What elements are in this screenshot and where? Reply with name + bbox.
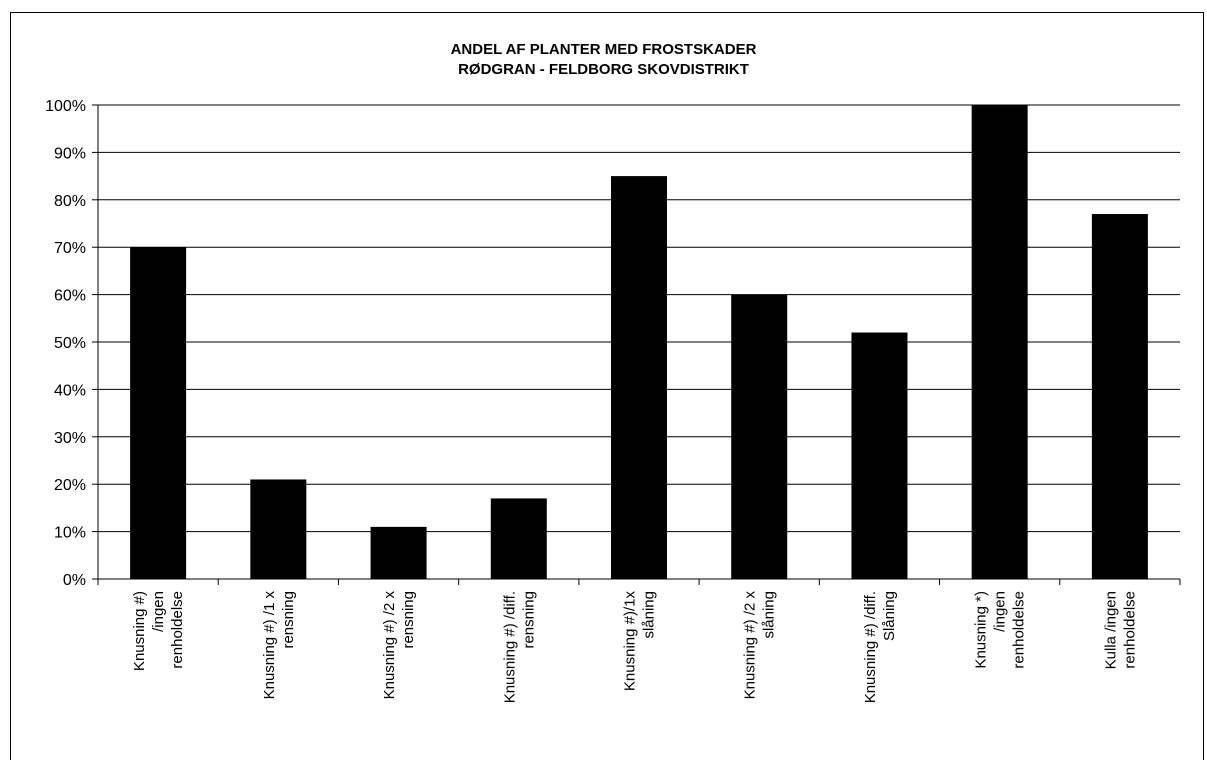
x-tick-label-line: Knusning #)/1x [622, 591, 639, 692]
x-tick-label-line: rensning [400, 591, 417, 649]
bar [611, 176, 667, 579]
chart-title: ANDEL AF PLANTER MED FROSTSKADER RØDGRAN… [0, 40, 1207, 80]
bar [130, 247, 187, 579]
x-tick-label-line: Knusning #) [131, 591, 148, 671]
x-tick-label-line: renholdelse [169, 591, 186, 669]
y-tick-label: 60% [54, 288, 86, 305]
y-tick-label: 50% [54, 335, 86, 352]
x-tick-label-line: Knusning #) /diff. [501, 591, 518, 703]
y-tick-label: 20% [54, 477, 86, 494]
y-tick-label: 0% [63, 572, 86, 589]
y-tick-label: 10% [54, 525, 86, 542]
x-tick-label: Knusning *)/ingen renholdelse [973, 591, 1028, 669]
x-tick-label-line: /ingen [992, 591, 1009, 632]
chart-title-line-2: RØDGRAN - FELDBORG SKOVDISTRIKT [458, 61, 749, 78]
x-tick-label-line: /ingen [150, 591, 167, 632]
y-tick-label: 40% [54, 382, 86, 399]
bar [731, 294, 788, 579]
bar [490, 498, 547, 579]
y-tick-label: 80% [54, 193, 86, 210]
bar [250, 479, 307, 579]
x-tick-label: Kulla /ingen renholdelse [1102, 591, 1138, 669]
y-tick-label: 100% [45, 98, 86, 115]
x-tick-label: Knusning #)/1x slåning [622, 591, 658, 692]
x-tick-label-line: Knusning #) /2 x [742, 591, 759, 700]
x-tick-label-line: Knusning #) /diff. [862, 591, 879, 703]
x-tick-label-line: renholdelse [1011, 591, 1028, 669]
x-tick-label: Knusning #) /diff. rensning [501, 591, 537, 703]
x-tick-label: Knusning #) /2 x slåning [742, 591, 778, 700]
x-tick-label: Knusning #) /1 x rensning [261, 591, 297, 700]
x-tick-label: Knusning #) /diff. Slåning [862, 591, 898, 703]
chart-title-line-1: ANDEL AF PLANTER MED FROSTSKADER [450, 41, 757, 58]
bar [971, 105, 1028, 579]
x-tick-label: Knusning #) /2 x rensning [381, 591, 417, 700]
x-tick-label-line: rensning [280, 591, 297, 649]
y-tick-label: 30% [54, 430, 86, 447]
x-tick-label-line: slåning [641, 591, 658, 639]
x-tick-label: Knusning #)/ingen renholdelse [131, 591, 186, 671]
x-tick-label-line: Knusning #) /2 x [381, 591, 398, 700]
bar [851, 332, 908, 579]
bar [1091, 214, 1148, 579]
chart-frame [10, 12, 1204, 760]
y-tick-label: 90% [54, 145, 86, 162]
x-tick-label-line: Slåning [881, 591, 898, 641]
y-tick-label: 70% [54, 240, 86, 257]
x-tick-label-line: Knusning #) /1 x [261, 591, 278, 700]
x-tick-label-line: renholdelse [1121, 591, 1138, 669]
x-tick-label-line: Kulla /ingen [1102, 591, 1119, 669]
x-tick-label-line: rensning [520, 591, 537, 649]
x-tick-label-line: Knusning *) [973, 591, 990, 669]
x-tick-label-line: slåning [761, 591, 778, 639]
bar [370, 526, 427, 579]
